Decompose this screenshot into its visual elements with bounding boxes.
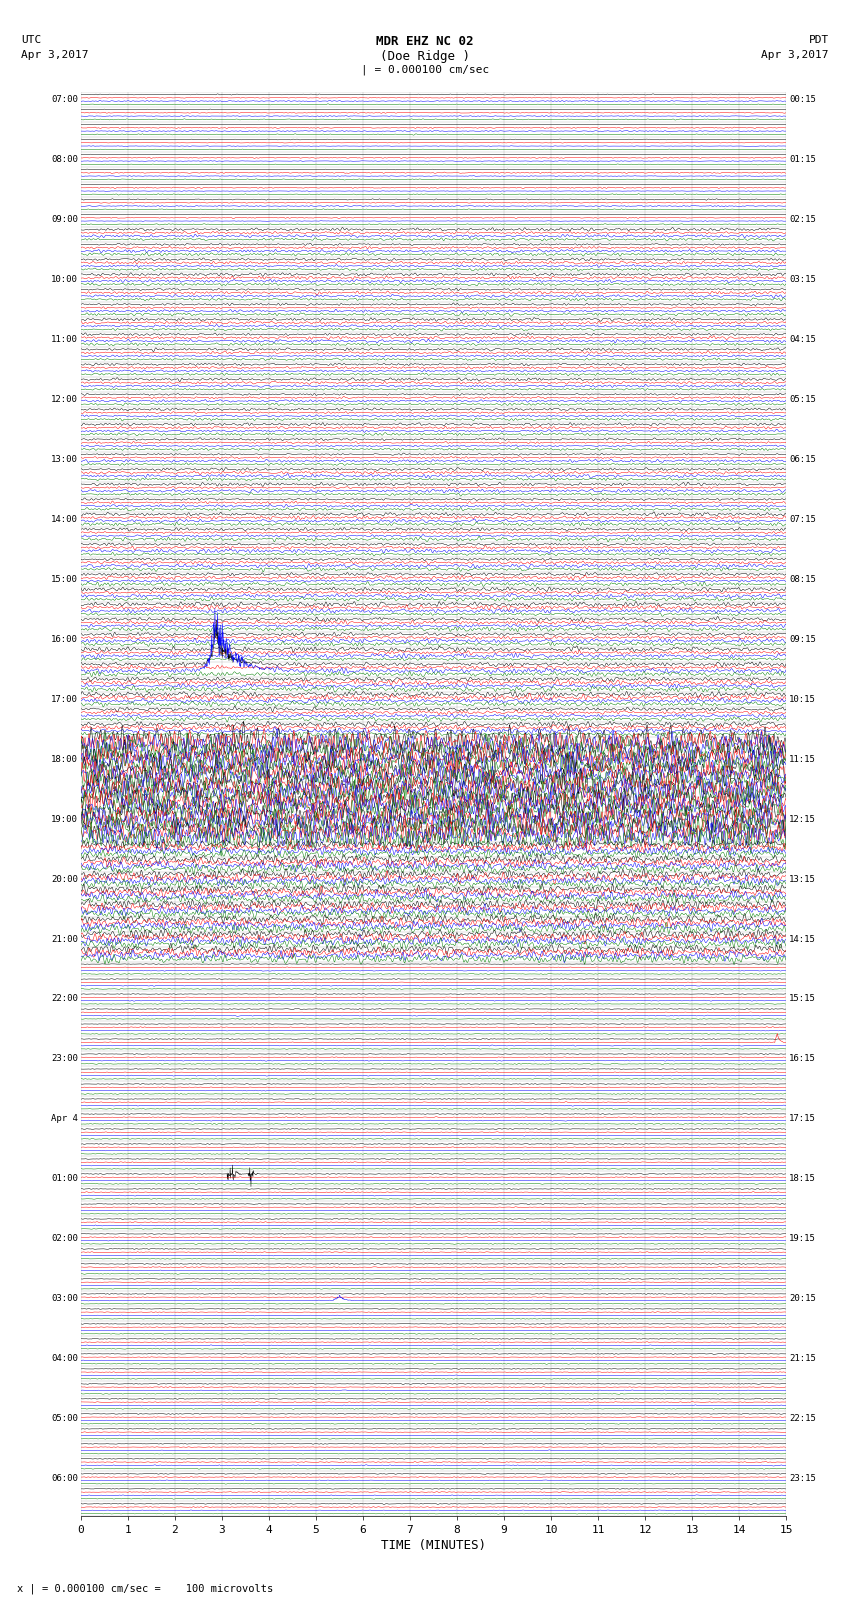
Text: 02:00: 02:00 [51, 1234, 78, 1244]
Text: 19:00: 19:00 [51, 815, 78, 824]
Text: 10:15: 10:15 [789, 695, 816, 703]
Text: MDR EHZ NC 02: MDR EHZ NC 02 [377, 35, 473, 48]
Text: 22:00: 22:00 [51, 995, 78, 1003]
Text: 14:00: 14:00 [51, 515, 78, 524]
Text: 06:15: 06:15 [789, 455, 816, 465]
Text: 01:00: 01:00 [51, 1174, 78, 1184]
Text: 13:15: 13:15 [789, 874, 816, 884]
Text: 16:15: 16:15 [789, 1055, 816, 1063]
Text: 03:00: 03:00 [51, 1294, 78, 1303]
Text: 06:00: 06:00 [51, 1474, 78, 1484]
Text: PDT: PDT [808, 35, 829, 45]
Text: 12:00: 12:00 [51, 395, 78, 403]
Text: 00:15: 00:15 [789, 95, 816, 103]
Text: 10:00: 10:00 [51, 274, 78, 284]
Text: 20:00: 20:00 [51, 874, 78, 884]
Text: 18:00: 18:00 [51, 755, 78, 763]
Text: | = 0.000100 cm/sec: | = 0.000100 cm/sec [361, 65, 489, 76]
Text: x | = 0.000100 cm/sec =    100 microvolts: x | = 0.000100 cm/sec = 100 microvolts [17, 1582, 273, 1594]
Text: 01:15: 01:15 [789, 155, 816, 165]
Text: 04:00: 04:00 [51, 1355, 78, 1363]
Text: UTC: UTC [21, 35, 42, 45]
Text: 11:00: 11:00 [51, 336, 78, 344]
Text: 23:15: 23:15 [789, 1474, 816, 1484]
Text: 07:00: 07:00 [51, 95, 78, 103]
X-axis label: TIME (MINUTES): TIME (MINUTES) [381, 1539, 486, 1552]
Text: 04:15: 04:15 [789, 336, 816, 344]
Text: 17:00: 17:00 [51, 695, 78, 703]
Text: 09:00: 09:00 [51, 215, 78, 224]
Text: 02:15: 02:15 [789, 215, 816, 224]
Text: 11:15: 11:15 [789, 755, 816, 763]
Text: 13:00: 13:00 [51, 455, 78, 465]
Text: Apr 3,2017: Apr 3,2017 [21, 50, 88, 60]
Text: 21:00: 21:00 [51, 934, 78, 944]
Text: 05:00: 05:00 [51, 1415, 78, 1423]
Text: 15:00: 15:00 [51, 574, 78, 584]
Text: 23:00: 23:00 [51, 1055, 78, 1063]
Text: 19:15: 19:15 [789, 1234, 816, 1244]
Text: 20:15: 20:15 [789, 1294, 816, 1303]
Text: 18:15: 18:15 [789, 1174, 816, 1184]
Text: Apr 4: Apr 4 [51, 1115, 78, 1123]
Text: 08:15: 08:15 [789, 574, 816, 584]
Text: 12:15: 12:15 [789, 815, 816, 824]
Text: 17:15: 17:15 [789, 1115, 816, 1123]
Text: 14:15: 14:15 [789, 934, 816, 944]
Text: 03:15: 03:15 [789, 274, 816, 284]
Text: 21:15: 21:15 [789, 1355, 816, 1363]
Text: 05:15: 05:15 [789, 395, 816, 403]
Text: 15:15: 15:15 [789, 995, 816, 1003]
Text: 08:00: 08:00 [51, 155, 78, 165]
Text: 09:15: 09:15 [789, 634, 816, 644]
Text: 07:15: 07:15 [789, 515, 816, 524]
Text: (Doe Ridge ): (Doe Ridge ) [380, 50, 470, 63]
Text: 16:00: 16:00 [51, 634, 78, 644]
Text: Apr 3,2017: Apr 3,2017 [762, 50, 829, 60]
Text: 22:15: 22:15 [789, 1415, 816, 1423]
